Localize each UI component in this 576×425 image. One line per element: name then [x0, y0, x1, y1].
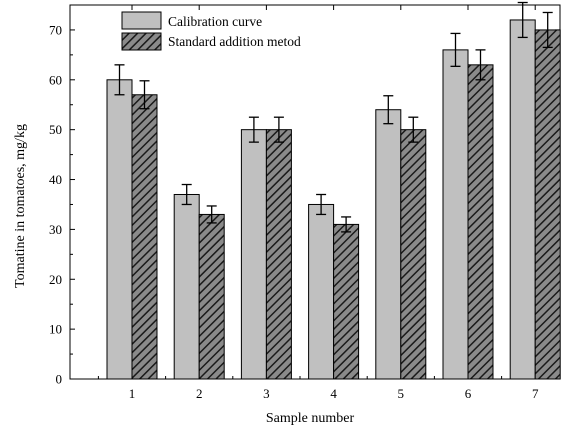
- bar-series-2-sample-6: [467, 64, 494, 380]
- x-tick-label: 1: [129, 386, 136, 401]
- bar-series-2-sample-7: [534, 29, 561, 380]
- y-tick-label: 50: [49, 122, 62, 137]
- bar-series-1-sample-2: [173, 193, 200, 380]
- bar-series-1-sample-7: [509, 19, 536, 380]
- y-tick-label: 40: [49, 172, 62, 187]
- plot-area: 0 10 20 30 40 50 60 70 1 2 3 4 5 6 7: [49, 1, 561, 401]
- x-tick-label: 4: [330, 386, 337, 401]
- y-tick-label: 70: [49, 22, 62, 37]
- bar-series-1-sample-3: [240, 129, 267, 380]
- bar-series-2-sample-1: [131, 94, 158, 380]
- x-tick-label: 7: [532, 386, 539, 401]
- x-tick-label: 6: [465, 386, 472, 401]
- bar-series-1-sample-1: [106, 79, 133, 380]
- y-tick-label: 60: [49, 72, 62, 87]
- bar-series-2-sample-5: [400, 129, 427, 380]
- y-tick-label: 0: [56, 372, 63, 387]
- x-axis-title: Sample number: [266, 411, 355, 425]
- y-axis-title: Tomatine in tomatoes, mg/kg: [13, 124, 28, 288]
- y-tick-label: 10: [49, 322, 62, 337]
- legend-label-calibration-curve: Calibration curve: [168, 14, 262, 29]
- x-tick-label: 2: [196, 386, 203, 401]
- bar-series-2-sample-4: [333, 223, 360, 380]
- bar-series-1-sample-5: [375, 109, 402, 380]
- legend-swatch-calibration-curve: [121, 11, 162, 30]
- x-tick-label: 3: [263, 386, 270, 401]
- y-tick-label: 20: [49, 272, 62, 287]
- legend: Calibration curve Standard addition meto…: [121, 11, 301, 51]
- legend-label-standard-addition: Standard addition metod: [168, 34, 301, 49]
- y-tick-label: 30: [49, 222, 62, 237]
- bar-series-2-sample-2: [198, 213, 225, 380]
- bar-series-2-sample-3: [265, 129, 292, 380]
- bar-series-1-sample-6: [442, 49, 469, 380]
- x-tick-label: 5: [398, 386, 405, 401]
- legend-swatch-standard-addition: [121, 32, 162, 51]
- bar-series-1-sample-4: [308, 203, 335, 380]
